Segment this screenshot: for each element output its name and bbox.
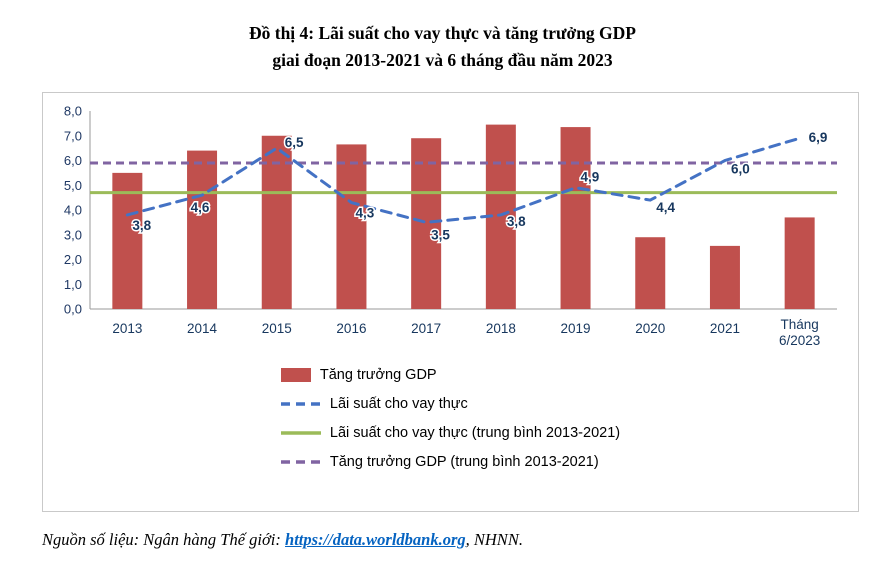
data-label: 6,9 [809, 130, 828, 145]
legend-label: Tăng trưởng GDP (trung bình 2013-2021) [329, 454, 599, 470]
gdp-bar [784, 217, 815, 309]
legend-outer: Tăng trưởng GDP Lãi suất cho vay thực Lãi … [43, 367, 858, 470]
data-label: 3,8 [507, 214, 526, 229]
legend-label: Tăng trưởng GDP [319, 367, 437, 383]
legend-item: Lãi suất cho vay thực (trung bình 2013-2… [280, 425, 621, 441]
plot-wrap: 0,0 1,0 2,0 3,0 4,0 5,0 6,0 7,0 8,0 3,8 4,6 6,5 4,3 3… [43, 93, 858, 351]
legend-item: Tăng trưởng GDP (trung bình 2013-2021) [280, 454, 599, 470]
chart-area: 0,0 1,0 2,0 3,0 4,0 5,0 6,0 7,0 8,0 3,8 4,6 6,5 4,3 3… [42, 92, 859, 512]
x-tick-label: 2021 [710, 321, 740, 336]
gdp-bar [411, 138, 442, 309]
y-tick-label: 0,0 [64, 302, 82, 317]
x-tick-label: Tháng 6/2023 [779, 317, 820, 348]
gdp-bar [336, 144, 367, 309]
data-label: 4,9 [581, 170, 600, 185]
data-label: 4,6 [191, 200, 210, 215]
data-label: 6,0 [731, 162, 750, 177]
source-prefix: Nguồn số liệu: Ngân hàng Thế giới: [42, 530, 286, 549]
x-tick-label: 2019 [561, 321, 591, 336]
gdp-bar [261, 135, 292, 309]
chart-title: Đồ thị 4: Lãi suất cho vay thực và tăng … [0, 0, 885, 74]
source-line: Nguồn số liệu: Ngân hàng Thế giới: https… [42, 530, 523, 550]
y-tick-label: 1,0 [64, 277, 82, 292]
gdp-bar [560, 127, 591, 310]
chart-title-line2: giai đoạn 2013-2021 và 6 tháng đầu năm 2… [272, 50, 613, 71]
data-label: 4,4 [656, 200, 675, 215]
data-label: 3,5 [431, 227, 450, 242]
y-tick-label: 8,0 [64, 104, 82, 119]
lending-rate-line [125, 136, 802, 224]
x-tick-label: 2018 [486, 321, 516, 336]
legend-item: Tăng trưởng GDP [280, 367, 437, 383]
legend-swatch-line [280, 402, 321, 406]
legend-label: Lãi suất cho vay thực [329, 396, 468, 412]
gdp-bar [187, 150, 218, 309]
legend-swatch-line [280, 431, 321, 435]
gdp-bar [635, 237, 666, 309]
chart-plot: 0,0 1,0 2,0 3,0 4,0 5,0 6,0 7,0 8,0 3,8 4,6 6,5 4,3 3… [64, 104, 837, 348]
x-tick-label: 2013 [112, 321, 142, 336]
y-tick-label: 3,0 [64, 227, 82, 242]
x-tick-label: 2015 [262, 321, 292, 336]
data-label: 4,3 [355, 206, 374, 221]
data-label: 3,8 [132, 218, 151, 233]
y-tick-label: 5,0 [64, 178, 82, 193]
y-tick-label: 2,0 [64, 252, 82, 267]
x-tick-label: 2017 [411, 321, 441, 336]
y-tick-label: 7,0 [64, 128, 82, 143]
x-tick-label: 2020 [635, 321, 665, 336]
legend-swatch-bar [280, 368, 311, 382]
y-tick-label: 6,0 [64, 153, 82, 168]
chart-title-line1: Đồ thị 4: Lãi suất cho vay thực và tăng … [248, 23, 637, 43]
x-tick-label: 2016 [336, 321, 366, 336]
gdp-bar [709, 245, 740, 309]
legend-swatch-line [280, 460, 321, 464]
gdp-bar [112, 172, 143, 309]
source-link[interactable]: https://data.worldbank.org [285, 530, 466, 549]
x-tick-label: 2014 [187, 321, 218, 336]
chart-legend: Tăng trưởng GDP Lãi suất cho vay thực Lãi … [280, 367, 621, 470]
source-suffix: , NHNN. [465, 530, 523, 549]
legend-label: Lãi suất cho vay thực (trung bình 2013-2… [329, 425, 621, 441]
y-tick-label: 4,0 [64, 203, 82, 218]
data-label: 6,5 [285, 135, 304, 150]
legend-item: Lãi suất cho vay thực [280, 396, 468, 412]
